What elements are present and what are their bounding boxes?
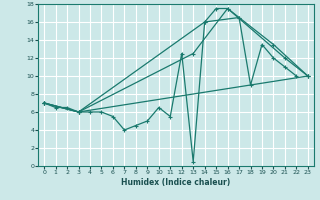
X-axis label: Humidex (Indice chaleur): Humidex (Indice chaleur) bbox=[121, 178, 231, 187]
